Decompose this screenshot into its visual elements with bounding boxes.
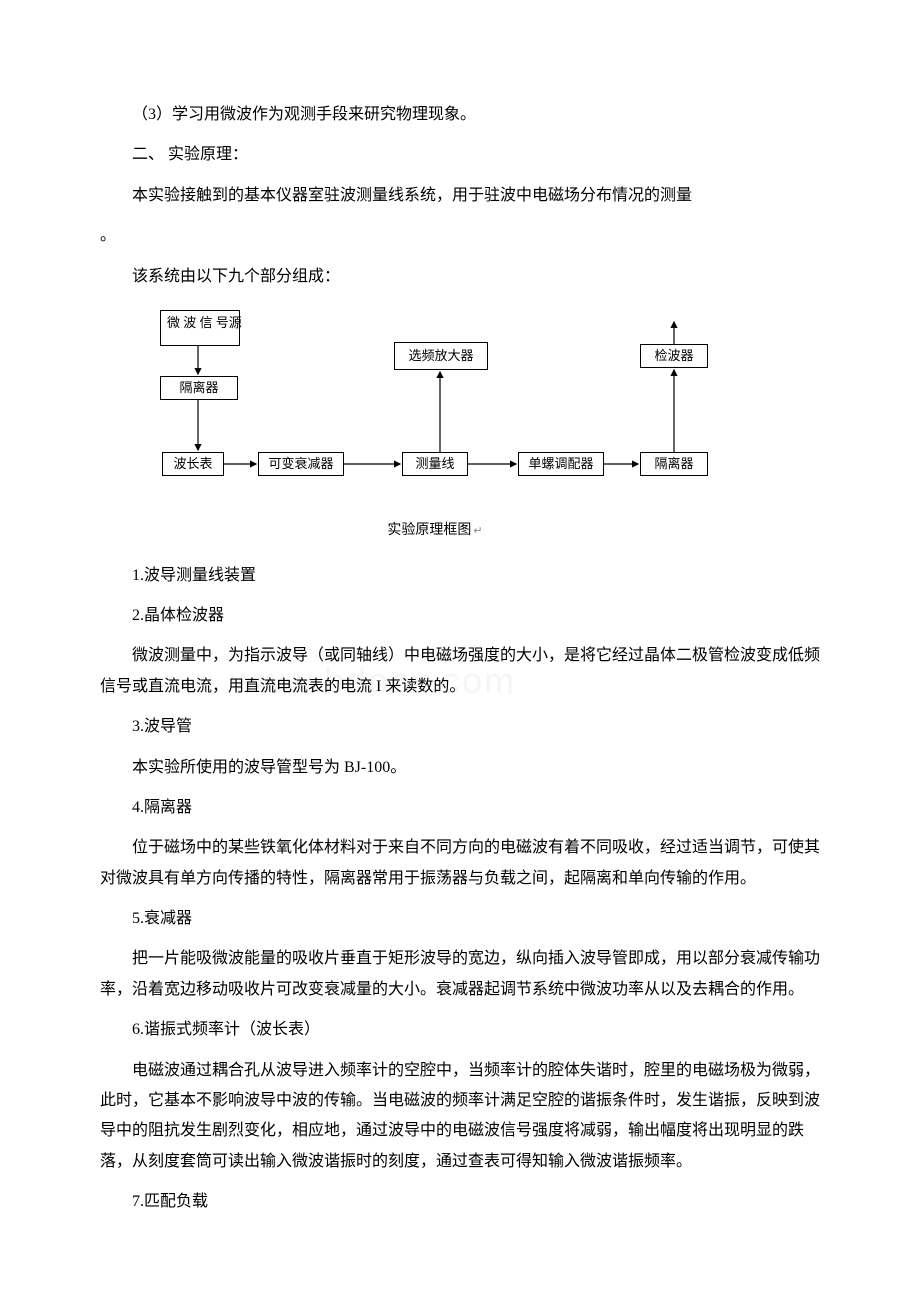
item-6-desc: 电磁波通过耦合孔从波导进入频率计的空腔中，当频率计的腔体失谐时，腔里的电磁场极为… — [100, 1056, 820, 1178]
item-4: 4.隔离器 — [100, 793, 820, 823]
item-3: 3.波导管 — [100, 712, 820, 742]
node-line: 测量线 — [402, 452, 468, 476]
item-5-desc: 把一片能吸微波能量的吸收片垂直于矩形波导的宽边，纵向插入波导管即成，用以部分衰减… — [100, 944, 820, 1005]
paragraph-nine-parts: 该系统由以下九个部分组成： — [100, 262, 820, 292]
node-detector: 检波器 — [640, 344, 708, 368]
node-attenuator: 可变衰减器 — [258, 452, 344, 476]
paragraph-principle-intro: 本实验接触到的基本仪器室驻波测量线系统，用于驻波中电磁场分布情况的测量 — [100, 181, 820, 211]
diagram-caption-text: 实验原理框图 — [387, 523, 471, 538]
item-6: 6.谐振式频率计（波长表） — [100, 1015, 820, 1045]
item-3-desc: 本实验所使用的波导管型号为 BJ-100。 — [100, 753, 820, 783]
item-2: 2.晶体检波器 — [100, 601, 820, 631]
return-mark-icon: ↵ — [473, 525, 482, 537]
paragraph-3: （3）学习用微波作为观测手段来研究物理现象。 — [100, 100, 820, 130]
diagram-caption: 实验原理框图↵ — [50, 518, 820, 545]
item-1: 1.波导测量线装置 — [100, 561, 820, 591]
node-wavemeter: 波长表 — [162, 452, 224, 476]
item-7: 7.匹配负载 — [100, 1187, 820, 1217]
item-5: 5.衰减器 — [100, 904, 820, 934]
paragraph-principle-intro-end: 。 — [100, 221, 820, 251]
item-2-desc: 微波测量中，为指示波导（或同轴线）中电磁场强度的大小，是将它经过晶体二极管检波变… — [100, 641, 820, 702]
node-isolator2: 隔离器 — [640, 452, 708, 476]
node-tuner: 单螺调配器 — [518, 452, 604, 476]
node-amp: 选频放大器 — [394, 342, 488, 370]
block-diagram: 微 波 信 号源 隔离器 选频放大器 检波器 波长表 可变衰减器 测量线 单螺调… — [150, 310, 820, 510]
node-isolator1: 隔离器 — [160, 376, 238, 400]
section-heading-2: 二、 实验原理： — [100, 140, 820, 170]
node-source: 微 波 信 号源 — [160, 310, 240, 346]
item-4-desc: 位于磁场中的某些铁氧化体材料对于来自不同方向的电磁波有着不同吸收，经过适当调节，… — [100, 833, 820, 894]
